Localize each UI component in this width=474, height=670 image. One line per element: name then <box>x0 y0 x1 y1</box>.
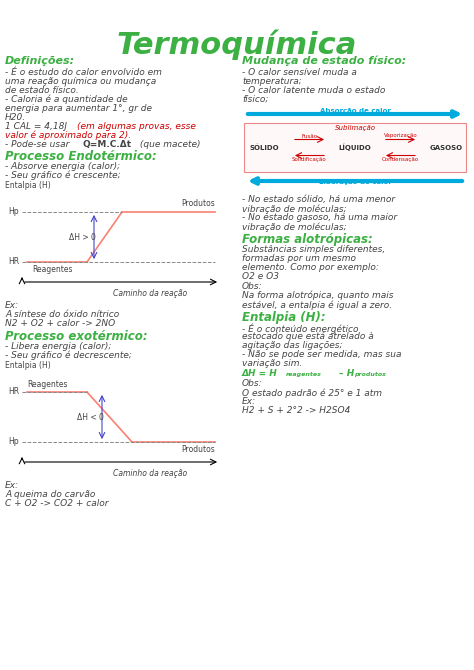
Text: - Libera energia (calor);: - Libera energia (calor); <box>5 342 111 351</box>
Text: – H: – H <box>336 369 354 378</box>
Text: HR: HR <box>8 257 19 267</box>
Text: - O calor latente muda o estado: - O calor latente muda o estado <box>242 86 385 95</box>
Text: O2 e O3: O2 e O3 <box>242 272 279 281</box>
Text: C + O2 -> CO2 + calor: C + O2 -> CO2 + calor <box>5 499 109 508</box>
Text: - É o estudo do calor envolvido em: - É o estudo do calor envolvido em <box>5 68 162 77</box>
Text: Caminho da reação: Caminho da reação <box>113 289 187 298</box>
Text: - Seu gráfico é crescente;: - Seu gráfico é crescente; <box>5 171 120 180</box>
Text: produtos: produtos <box>354 372 386 377</box>
Text: A síntese do óxido nítrico: A síntese do óxido nítrico <box>5 310 119 319</box>
Text: variação sim.: variação sim. <box>242 359 302 368</box>
Text: O estado padrão é 25° e 1 atm: O estado padrão é 25° e 1 atm <box>242 388 382 397</box>
Text: vibração de moléculas;: vibração de moléculas; <box>242 222 346 232</box>
Text: Condensação: Condensação <box>382 157 419 161</box>
Text: Sublimação: Sublimação <box>335 125 375 131</box>
Text: estável, a entalpia é igual a zero.: estável, a entalpia é igual a zero. <box>242 300 392 310</box>
Text: Mudança de estado físico:: Mudança de estado físico: <box>242 56 406 66</box>
Text: H20.: H20. <box>5 113 26 122</box>
Text: Vaporização: Vaporização <box>383 133 418 139</box>
Text: Entalpia (H): Entalpia (H) <box>5 181 51 190</box>
Text: A queima do carvão: A queima do carvão <box>5 490 95 499</box>
Text: - Pode-se usar: - Pode-se usar <box>5 140 72 149</box>
Text: - No estado gasoso, há uma maior: - No estado gasoso, há uma maior <box>242 213 397 222</box>
Text: ΔH > 0: ΔH > 0 <box>69 232 96 241</box>
Text: GASOSO: GASOSO <box>430 145 463 151</box>
Text: Solidificação: Solidificação <box>292 157 327 161</box>
Text: Ex:: Ex: <box>5 481 19 490</box>
Text: Entalpia (H):: Entalpia (H): <box>242 311 326 324</box>
Text: Hp: Hp <box>9 208 19 216</box>
Text: Hp: Hp <box>9 438 19 446</box>
Text: (que macete): (que macete) <box>137 140 201 149</box>
Text: - Caloria é a quantidade de: - Caloria é a quantidade de <box>5 95 128 105</box>
Text: - Seu gráfico é decrescente;: - Seu gráfico é decrescente; <box>5 351 132 360</box>
Text: ΔH < 0: ΔH < 0 <box>77 413 104 421</box>
Text: agitação das ligações;: agitação das ligações; <box>242 341 343 350</box>
Text: Absorção de calor: Absorção de calor <box>319 108 391 114</box>
Text: formadas por um mesmo: formadas por um mesmo <box>242 254 356 263</box>
Text: Substâncias simples diferentes,: Substâncias simples diferentes, <box>242 245 385 254</box>
Text: Produtos: Produtos <box>181 199 215 208</box>
Text: vibração de moléculas;: vibração de moléculas; <box>242 204 346 214</box>
Text: Obs:: Obs: <box>242 282 263 291</box>
Text: (em algumas provas, esse: (em algumas provas, esse <box>77 122 196 131</box>
Text: Reagentes: Reagentes <box>32 265 73 274</box>
Text: Q=M.C.Δt: Q=M.C.Δt <box>83 140 132 149</box>
Text: temperatura;: temperatura; <box>242 77 302 86</box>
Text: - Não se pode ser medida, mas sua: - Não se pode ser medida, mas sua <box>242 350 401 359</box>
Text: Entalpia (H): Entalpia (H) <box>5 361 51 370</box>
Text: Processo Endotérmico:: Processo Endotérmico: <box>5 150 157 163</box>
Text: - É o conteúdo energético: - É o conteúdo energético <box>242 323 358 334</box>
Text: Caminho da reação: Caminho da reação <box>113 469 187 478</box>
Text: Processo exotérmico:: Processo exotérmico: <box>5 330 147 343</box>
Text: - Absorve energia (calor);: - Absorve energia (calor); <box>5 162 120 171</box>
Text: Liberação de calor: Liberação de calor <box>319 179 392 185</box>
Bar <box>244 123 466 172</box>
Text: Definições:: Definições: <box>5 56 75 66</box>
Text: reagentes: reagentes <box>286 372 322 377</box>
Text: de estado físico.: de estado físico. <box>5 86 79 95</box>
Text: Fusão: Fusão <box>301 133 318 139</box>
Text: físico;: físico; <box>242 95 268 104</box>
Text: Termoquímica: Termoquímica <box>117 30 357 60</box>
Text: - O calor sensível muda a: - O calor sensível muda a <box>242 68 357 77</box>
Text: Reagentes: Reagentes <box>27 380 67 389</box>
Text: 1 CAL = 4,18J: 1 CAL = 4,18J <box>5 122 70 131</box>
Text: Obs:: Obs: <box>242 379 263 388</box>
Text: Formas alotrópicas:: Formas alotrópicas: <box>242 233 373 246</box>
Text: energia para aumentar 1°, gr de: energia para aumentar 1°, gr de <box>5 104 152 113</box>
Text: Ex:: Ex: <box>5 301 19 310</box>
Text: H2 + S + 2°2 -> H2SO4: H2 + S + 2°2 -> H2SO4 <box>242 406 350 415</box>
Text: Produtos: Produtos <box>181 445 215 454</box>
Text: LÍQUIDO: LÍQUIDO <box>338 144 371 151</box>
Text: - No estado sólido, há uma menor: - No estado sólido, há uma menor <box>242 195 395 204</box>
Text: ΔH = H: ΔH = H <box>242 369 278 378</box>
Text: HR: HR <box>8 387 19 397</box>
Text: Ex:: Ex: <box>242 397 256 406</box>
Text: valor é aproximado para 2).: valor é aproximado para 2). <box>5 131 131 141</box>
Text: N2 + O2 + calor -> 2NO: N2 + O2 + calor -> 2NO <box>5 319 115 328</box>
Text: uma reação química ou mudança: uma reação química ou mudança <box>5 77 156 86</box>
Text: SÓLIDO: SÓLIDO <box>250 144 280 151</box>
Text: estocado que está atrelado à: estocado que está atrelado à <box>242 332 374 341</box>
Text: Na forma alotrópica, quanto mais: Na forma alotrópica, quanto mais <box>242 291 393 301</box>
Text: elemento. Como por exemplo:: elemento. Como por exemplo: <box>242 263 379 272</box>
